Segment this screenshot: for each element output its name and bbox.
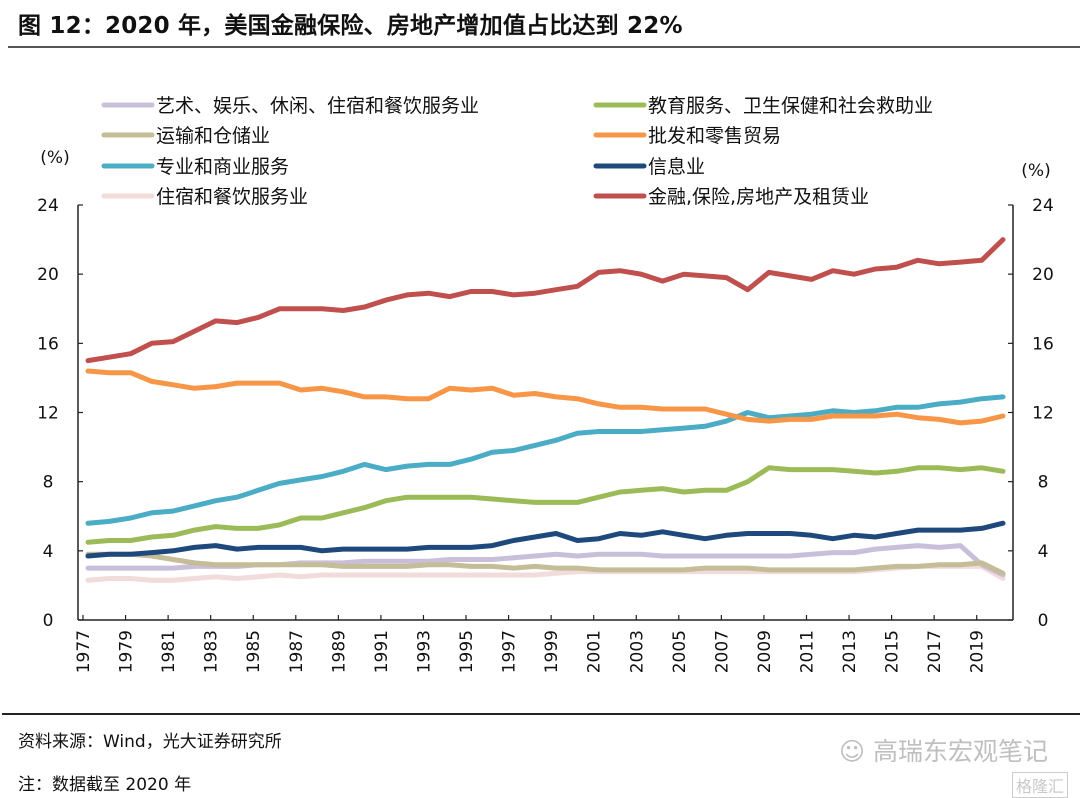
x-tick-label: 1985 xyxy=(244,630,264,673)
x-tick-label: 1987 xyxy=(287,630,307,673)
y-tick-label-right: 20 xyxy=(1032,265,1054,285)
series-line-2 xyxy=(85,551,1006,576)
y-tick-label-right: 8 xyxy=(1038,473,1049,493)
source-note: 资料来源：Wind，光大证券研究所 xyxy=(18,732,282,752)
y-tick-label-right: 24 xyxy=(1032,196,1054,216)
y-tick-label-right: 0 xyxy=(1038,611,1049,631)
y-tick-label-left: 24 xyxy=(37,196,59,216)
y-tick-label-left: 16 xyxy=(37,334,59,354)
x-tick-label: 2019 xyxy=(968,630,988,673)
x-tick-label: 1997 xyxy=(500,630,520,673)
x-tick-label: 1977 xyxy=(74,630,94,673)
y-tick-label-left: 20 xyxy=(37,265,59,285)
legend-label: 教育服务、卫生保健和社会救助业 xyxy=(648,95,933,117)
y-axis-unit-right: (%) xyxy=(1021,161,1050,181)
x-tick-label: 2011 xyxy=(797,630,817,673)
series-line-3 xyxy=(85,368,1006,426)
y-tick-label-right: 16 xyxy=(1032,334,1054,354)
legend-label: 专业和商业服务 xyxy=(156,156,289,178)
x-tick-label: 2001 xyxy=(585,630,605,673)
x-tick-label: 1989 xyxy=(329,630,349,673)
x-tick-label: 1993 xyxy=(414,630,434,673)
data-note: 注：数据截至 2020 年 xyxy=(18,775,192,795)
line-chart: 0 0 4 4 8 8 12 12 16 16 20 20 24 24 (%) (%) 1977 1979 1981… xyxy=(37,95,1054,673)
y-tick-label-left: 0 xyxy=(43,611,54,631)
x-tick-label: 2017 xyxy=(925,630,945,673)
footer-divider xyxy=(2,713,1080,715)
axes: 0 0 4 4 8 8 12 12 16 16 20 20 24 24 (%) (%) 1977 1979 1981… xyxy=(37,148,1054,673)
x-tick-label: 2013 xyxy=(840,630,860,673)
y-tick-label-right: 12 xyxy=(1032,404,1054,424)
x-tick-label: 1991 xyxy=(372,630,392,673)
x-tick-label: 2009 xyxy=(755,630,775,673)
watermark-text: 高瑞东宏观笔记 xyxy=(872,737,1048,766)
title-divider xyxy=(8,46,1080,48)
x-tick-label: 2003 xyxy=(627,630,647,673)
x-tick-label: 2005 xyxy=(670,630,690,673)
y-tick-label-left: 12 xyxy=(37,404,59,424)
series-line-4 xyxy=(85,394,1006,526)
x-tick-label: 2015 xyxy=(883,630,903,673)
figure-title: 图 12：2020 年，美国金融保险、房地产增加值占比达到 22% xyxy=(18,13,683,39)
y-tick-label-left: 8 xyxy=(43,473,54,493)
series-line-1 xyxy=(85,465,1006,545)
x-tick-label: 1995 xyxy=(457,630,477,673)
x-tick-label: 1979 xyxy=(117,630,137,673)
watermark-logo: 格隆汇 xyxy=(1011,772,1068,798)
x-tick-label: 1983 xyxy=(202,630,222,673)
legend-label: 艺术、娱乐、休闲、住宿和餐饮服务业 xyxy=(156,95,479,117)
legend-label: 金融,保险,房地产及租赁业 xyxy=(648,186,869,208)
series-line-5 xyxy=(85,520,1006,559)
y-axis-unit-left: (%) xyxy=(40,148,69,168)
legend-label: 信息业 xyxy=(648,156,705,178)
series-lines xyxy=(85,237,1006,583)
x-tick-label: 2007 xyxy=(712,630,732,673)
legend-label: 运输和仓储业 xyxy=(156,125,270,147)
y-tick-label-left: 4 xyxy=(43,542,54,562)
watermark: ☺ 高瑞东宏观笔记 xyxy=(839,732,1048,768)
legend-label: 批发和零售贸易 xyxy=(648,125,781,147)
x-tick-label: 1981 xyxy=(159,630,179,673)
y-tick-label-right: 4 xyxy=(1038,542,1049,562)
x-tick-label: 1999 xyxy=(542,630,562,673)
series-line-7 xyxy=(85,237,1006,364)
wechat-icon: ☺ xyxy=(838,737,866,766)
legend-label: 住宿和餐饮服务业 xyxy=(156,186,308,208)
